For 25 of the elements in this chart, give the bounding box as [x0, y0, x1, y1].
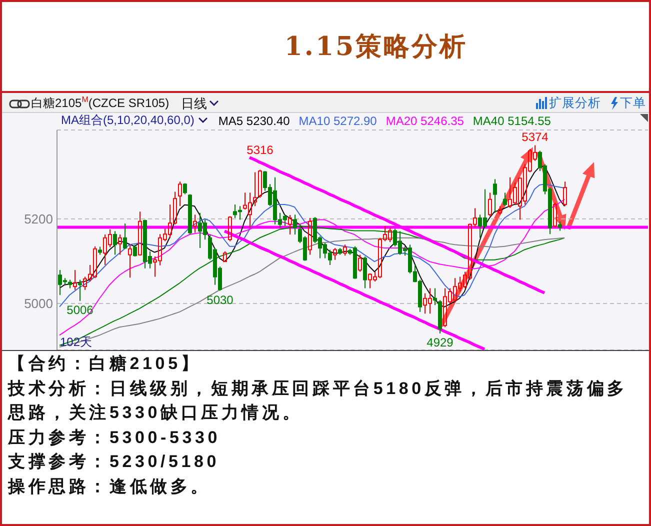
text: 操作思路：逢低做多。 [8, 476, 212, 498]
annotation: 5374 [522, 130, 549, 144]
text: 日线 [181, 94, 208, 112]
text: 扩展分析 [549, 96, 601, 111]
text: MA10 5272.90 [298, 114, 377, 128]
candlestick [433, 288, 437, 306]
text: MA5 5230.40 [218, 114, 290, 128]
legend-title: MA组合(5,10,20,40,60,0) [61, 112, 194, 129]
y-tick-label: 5200 [24, 211, 53, 226]
chart-title: 1.15策略分析 [283, 31, 469, 64]
chart-subtitle: 白糖2105$^{M}$(CZCE SR105) [31, 95, 170, 112]
candlestick [493, 178, 497, 214]
text: 下单 [620, 96, 646, 111]
candlestick [193, 214, 197, 234]
text: MA40 5154.55 [472, 114, 551, 128]
text: 【合约：白糖2105】 [8, 353, 202, 375]
annotation: 4929 [426, 336, 454, 350]
annotation: 5316 [246, 142, 274, 157]
text: 压力参考：5300-5330 [8, 426, 222, 448]
annotation: 5030 [206, 292, 234, 307]
candlestick [128, 244, 132, 278]
text: 技术分析：日线级别，短期承压回踩平台5180反弹，后市持震荡偏多思路，关注5330缺口压力情况。 [8, 378, 628, 424]
text: MA20 5246.35 [386, 114, 464, 128]
text: 支撑参考：5230/5180 [8, 451, 221, 473]
y-tick-label: 5000 [24, 296, 53, 312]
